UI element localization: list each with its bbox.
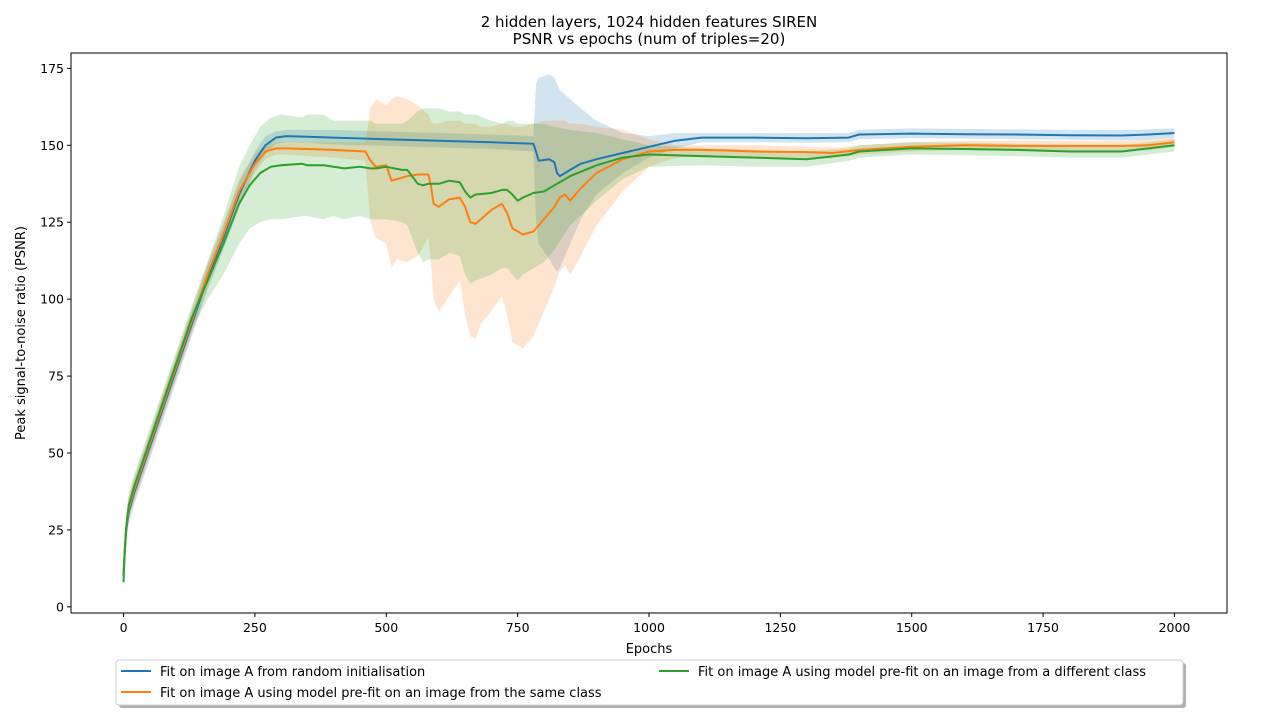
y-tick-label: 125	[40, 215, 64, 230]
y-tick-label: 50	[48, 446, 64, 461]
x-axis-label: Epochs	[626, 642, 673, 657]
x-tick-label: 250	[243, 620, 267, 635]
y-tick-label: 100	[40, 292, 64, 307]
line-series-2	[122, 144, 1175, 583]
x-tick-label: 1000	[633, 620, 665, 635]
chart-title: 2 hidden layers, 1024 hidden features SI…	[481, 13, 817, 31]
y-tick-label: 0	[56, 599, 64, 614]
x-tick-label: 750	[506, 620, 530, 635]
y-axis-label: Peak signal-to-noise ratio (PSNR)	[14, 226, 29, 440]
line-series-1	[122, 141, 1175, 574]
y-tick-label: 75	[48, 369, 64, 384]
band-series-1	[123, 96, 1175, 577]
band-series-2	[123, 108, 1175, 586]
legend-label-same-class: Fit on image A using model pre-fit on an…	[160, 686, 602, 701]
x-tick-label: 500	[374, 620, 398, 635]
chart-subtitle: PSNR vs epochs (num of triples=20)	[513, 30, 786, 48]
legend-box	[115, 659, 1184, 706]
y-tick-label: 175	[40, 61, 64, 76]
y-tick-label: 25	[48, 522, 64, 537]
x-axis: 0 250 500 750 1000 1250 1500 1750 2000	[120, 613, 1191, 635]
series-lines	[122, 132, 1175, 583]
x-tick-label: 1750	[1027, 620, 1059, 635]
line-series-0	[122, 132, 1175, 577]
x-tick-label: 0	[120, 620, 128, 635]
x-tick-label: 1250	[764, 620, 796, 635]
legend: Fit on image A from random initialisatio…	[115, 659, 1186, 708]
y-tick-label: 150	[40, 138, 64, 153]
confidence-bands	[123, 74, 1175, 586]
legend-label-different-class: Fit on image A using model pre-fit on an…	[698, 665, 1146, 680]
y-axis: 0 25 50 75 100 125 150 175	[40, 61, 71, 614]
legend-label-random-init: Fit on image A from random initialisatio…	[160, 665, 425, 680]
x-tick-label: 1500	[896, 620, 928, 635]
x-tick-label: 2000	[1159, 620, 1191, 635]
